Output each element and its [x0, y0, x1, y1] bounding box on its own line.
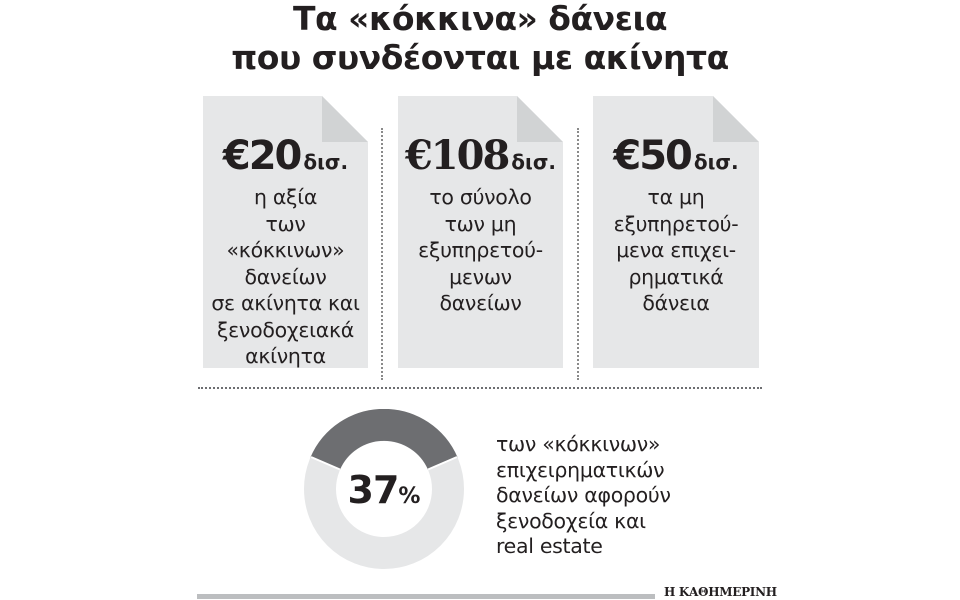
page-fold-icon	[517, 96, 563, 142]
page-title-line-2: που συνδέονται με ακίνητα	[231, 38, 729, 77]
dotted-divider	[577, 128, 579, 380]
stat-amount: €50 δισ.	[613, 133, 739, 179]
stat-card-business-npl: €50 δισ. τα μη εξυπηρετού- μενα επιχει- ρ…	[593, 96, 759, 368]
donut-percentage: 37%	[347, 468, 421, 512]
stat-amount: €20 δισ.	[222, 133, 349, 179]
footer-rule	[197, 594, 655, 599]
donut-highlight-segment	[310, 408, 458, 471]
donut-description: των «κόκκινων» επιχειρηματικών δανείων α…	[496, 432, 671, 558]
donut-chart	[304, 408, 464, 569]
section-divider	[198, 387, 762, 389]
stat-card-npl-real-estate: €20 δισ. η αξία των «κόκκινων» δανείων σε…	[203, 96, 368, 368]
source-brand: Η ΚΑΘΗΜΕΡΙΝΗ	[664, 585, 777, 599]
page-title-line-1: Τα «κόκκινα» δάνεια	[292, 0, 668, 38]
dotted-divider	[381, 128, 383, 380]
stat-amount: €108 δισ.	[404, 132, 557, 179]
stat-description: το σύνολο των μη εξυπηρετού- μενων δανεί…	[418, 185, 543, 315]
stat-description: η αξία των «κόκκινων» δανείων σε ακίνητα…	[211, 185, 360, 368]
page-fold-icon	[322, 96, 368, 142]
stat-card-total-npl: €108 δισ. το σύνολο των μη εξυπηρετού- με…	[398, 96, 563, 368]
page-fold-icon	[713, 96, 759, 142]
stat-description: τα μη εξυπηρετού- μενα επιχει- ρηματικά …	[613, 185, 739, 315]
